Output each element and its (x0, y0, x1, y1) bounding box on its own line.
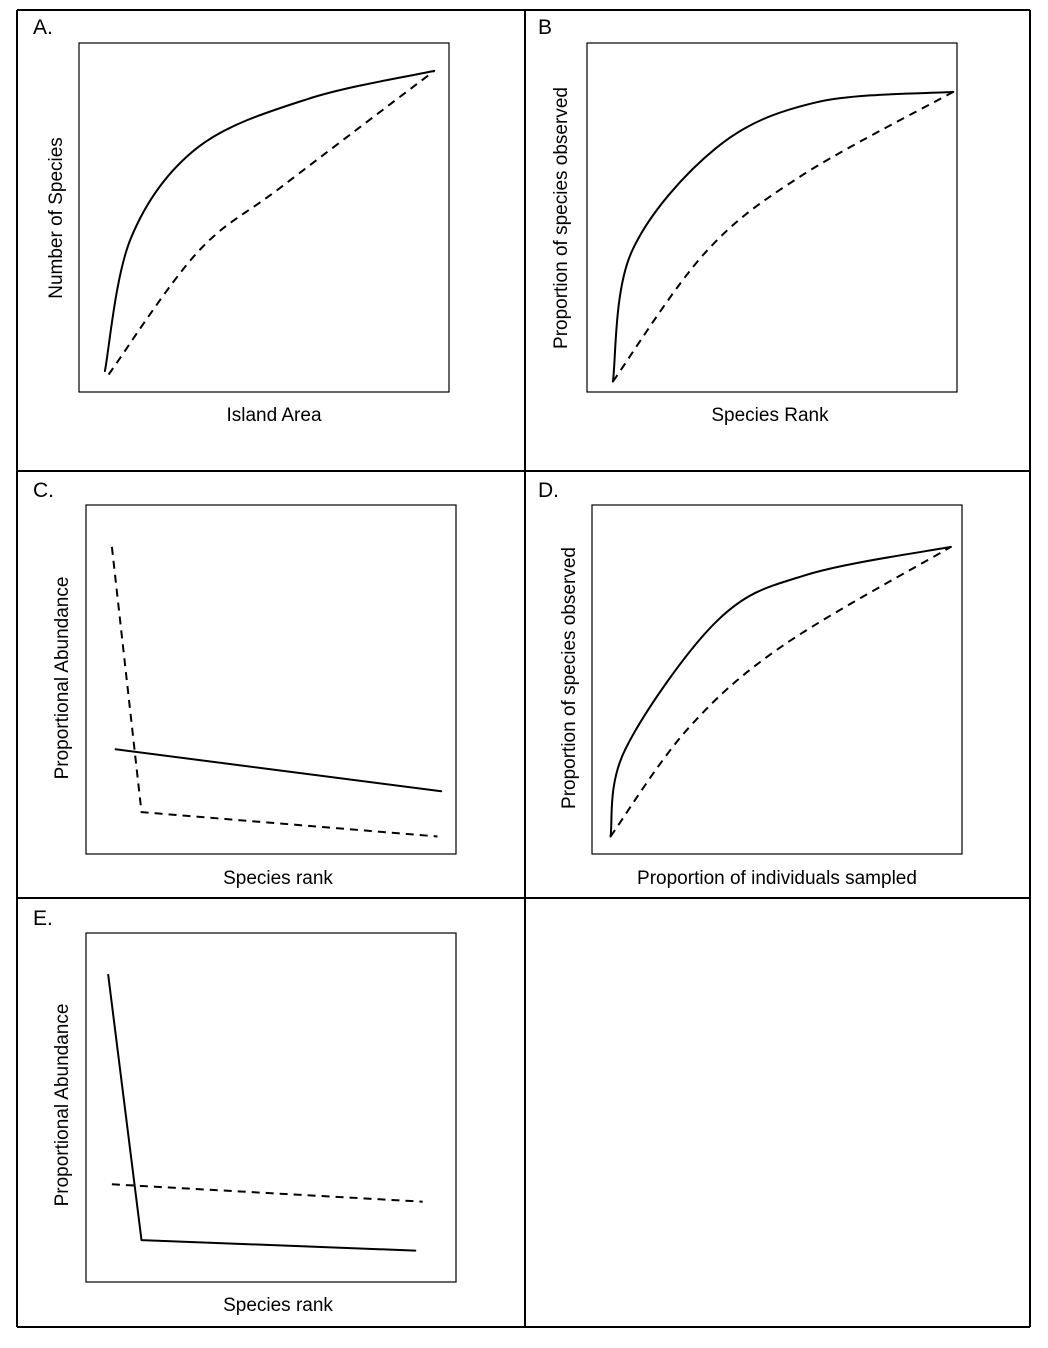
panel-a-series-dashed-line (107, 70, 435, 376)
panel-d-series-solid-line (609, 545, 952, 838)
panel-a-series-solid-line (103, 69, 436, 373)
panel-b-plot-frame (586, 42, 958, 393)
panel-a-plot-frame (78, 42, 450, 393)
panel-c-series-dashed-line (110, 546, 438, 838)
panel-e-series-solid-line (107, 973, 417, 1252)
panel-a-letter: A. (33, 16, 53, 39)
panel-b-letter: B (538, 16, 552, 39)
panel-e-x-axis-label: Species rank (223, 1295, 333, 1316)
panel-c-letter: C. (33, 479, 54, 502)
panel-c-x-axis-label: Species rank (223, 868, 333, 889)
panel-e-plot-frame (85, 932, 457, 1283)
panel-b: B Species Rank Proportion of species obser… (538, 16, 958, 426)
panel-c: C. Species rank Proportional Abundance (33, 479, 457, 889)
panel-b-y-axis-label: Proportion of species observed (551, 87, 572, 349)
panel-e: E. Species rank Proportional Abundance (33, 907, 457, 1316)
panel-d-letter: D. (538, 479, 559, 502)
panel-c-series-solid-line (114, 748, 443, 793)
panel-e-y-axis-label: Proportional Abundance (52, 1004, 73, 1207)
panel-b-series-dashed-line (612, 91, 954, 383)
panel-a: A. Island Area Number of Species (33, 16, 450, 426)
panel-e-series-dashed-line (111, 1183, 423, 1203)
empty-panel (527, 900, 1028, 1325)
panel-c-y-axis-label: Proportional Abundance (52, 577, 73, 780)
panel-b-series-solid-line (611, 90, 955, 383)
panel-d-series-dashed-line (609, 546, 952, 838)
panel-e-letter: E. (33, 907, 53, 930)
panel-b-x-axis-label: Species Rank (711, 405, 829, 426)
panel-grid (16, 9, 1031, 1328)
panel-d-x-axis-label: Proportion of individuals sampled (637, 868, 917, 889)
panel-d-plot-frame (591, 504, 963, 855)
panel-a-y-axis-label: Number of Species (46, 137, 67, 299)
chart-panels: A. Island Area Number of Species B Species R… (33, 16, 963, 1316)
panel-a-x-axis-label: Island Area (226, 405, 321, 426)
panel-d: D. Proportion of individuals sampled Propo… (538, 479, 963, 889)
panel-d-y-axis-label: Proportion of species observed (559, 547, 580, 809)
panel-c-plot-frame (85, 504, 457, 855)
